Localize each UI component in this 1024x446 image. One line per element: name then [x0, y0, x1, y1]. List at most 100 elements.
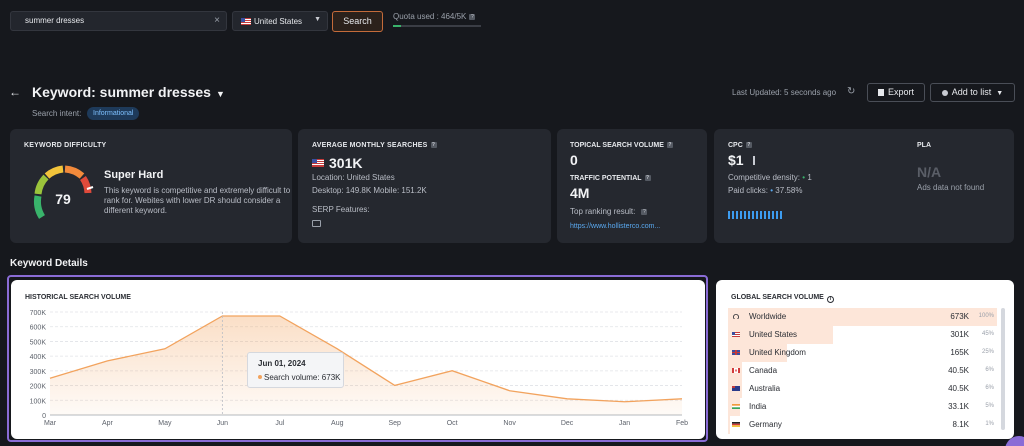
plus-circle-icon: [941, 89, 948, 96]
page-title[interactable]: Keyword: summer dresses ▼: [32, 84, 225, 100]
clear-icon[interactable]: ×: [214, 15, 220, 26]
pla-value: N/A: [917, 164, 942, 180]
country-share: 5%: [985, 403, 994, 409]
x-tick-label: Dec: [561, 420, 574, 427]
historical-volume-card: HISTORICAL SEARCH VOLUME 0 100K 200K 300K 40…: [11, 280, 705, 439]
country-share: 6%: [985, 385, 994, 391]
search-input[interactable]: summer dresses ×: [10, 11, 227, 31]
country-volume: 8.1K: [952, 420, 969, 429]
ams-value: 301K: [312, 155, 362, 171]
cpc-value: $1: [728, 152, 744, 168]
page-title-text: Keyword: summer dresses: [32, 84, 211, 100]
country-row[interactable]: Canada 40.5K 6%: [728, 362, 997, 380]
country-name: Worldwide: [749, 312, 787, 321]
country-row[interactable]: Worldwide 673K 100%: [728, 308, 997, 326]
flag-icon: [733, 314, 739, 319]
country-volume: 165K: [950, 348, 969, 357]
top-ranking-link[interactable]: https://www.hollisterco.com...: [570, 223, 661, 230]
country-volume: 40.5K: [948, 366, 969, 375]
video-icon[interactable]: [312, 220, 321, 227]
tooltip-date: Jun 01, 2024: [258, 359, 306, 368]
help-icon[interactable]: ?: [430, 142, 437, 149]
country-volume: 301K: [950, 330, 969, 339]
chevron-down-icon[interactable]: ▼: [215, 89, 225, 99]
paid-label: Paid clicks:: [728, 186, 769, 195]
country-share: 100%: [978, 313, 994, 319]
density-bars: [728, 206, 784, 219]
traffic-potential-value: 4M: [570, 185, 590, 201]
info-icon[interactable]: i: [826, 296, 834, 303]
density-dot: •: [802, 173, 806, 182]
country-share: 6%: [985, 367, 994, 373]
kd-level: Super Hard: [104, 169, 164, 181]
country-select[interactable]: United States ▼: [232, 11, 328, 31]
scrollbar[interactable]: [1001, 308, 1005, 430]
series-line: [49, 315, 683, 403]
kd-score: 79: [55, 191, 71, 207]
us-flag-icon: [312, 159, 324, 167]
country-row[interactable]: Germany 8.1K 1%: [728, 416, 997, 434]
country-share: 25%: [981, 349, 994, 355]
refresh-icon[interactable]: ↻: [847, 86, 856, 97]
country-name: India: [749, 402, 767, 411]
tooltip-value: Search volume: 673K: [258, 373, 341, 382]
flag-icon: [732, 368, 740, 373]
x-tick-label: Mar: [44, 420, 57, 427]
pla-label: PLA: [917, 142, 931, 149]
y-tick-label: 0: [42, 413, 46, 420]
x-tick-label: Oct: [447, 420, 458, 427]
ams-devices: Desktop: 149.8K Mobile: 151.2K: [312, 186, 427, 195]
country-volume: 40.5K: [948, 384, 969, 393]
serp-features-label: SERP Features:: [312, 205, 370, 214]
flag-icon: [732, 332, 740, 337]
traffic-potential-label: TRAFFIC POTENTIAL?: [570, 175, 651, 182]
help-icon[interactable]: ?: [666, 142, 673, 149]
country-row[interactable]: India 33.1K 5%: [728, 398, 997, 416]
ams-location: Location: United States: [312, 173, 395, 182]
share-bar: [728, 326, 834, 344]
x-tick-label: Jun: [217, 420, 228, 427]
paid-dot: •: [770, 186, 774, 195]
tsv-value: 0: [570, 152, 578, 168]
country-name: United States: [749, 330, 798, 339]
global-title: GLOBAL SEARCH VOLUME i: [731, 294, 834, 303]
quota-progress: [393, 25, 481, 27]
ams-title: AVERAGE MONTHLY SEARCHES?: [312, 142, 437, 149]
y-tick-label: 400K: [30, 354, 47, 361]
y-tick-label: 200K: [30, 384, 47, 391]
search-input-value[interactable]: summer dresses: [25, 16, 85, 25]
density-value: 1: [807, 173, 812, 182]
paid-value: 37.58%: [775, 186, 803, 195]
country-row[interactable]: United Kingdom 165K 25%: [728, 344, 997, 362]
paid-clicks: Paid clicks: • 37.58%: [728, 186, 802, 195]
chevron-down-icon: ▼: [314, 16, 321, 23]
quota-text: Quota used : 464/5K: [393, 12, 467, 21]
country-share: 45%: [981, 331, 994, 337]
x-tick-label: Apr: [102, 420, 114, 427]
help-icon[interactable]: ?: [644, 175, 651, 182]
country-share: 1%: [985, 421, 994, 427]
chat-bubble-button[interactable]: [1005, 436, 1024, 446]
country-row[interactable]: Australia 40.5K 6%: [728, 380, 997, 398]
difficulty-gauge: 79: [34, 165, 94, 219]
back-arrow-icon[interactable]: ←: [9, 85, 21, 99]
search-intent-label: Search intent:: [32, 109, 82, 118]
share-bar: [728, 344, 787, 362]
help-icon[interactable]: ?: [469, 13, 476, 20]
add-to-list-button[interactable]: Add to list ▼: [930, 83, 1015, 102]
topical-volume-card: TOPICAL SEARCH VOLUME? 0 TRAFFIC POTENTI…: [557, 129, 707, 243]
cpc-label: CPC?: [728, 142, 752, 149]
flag-icon: [732, 350, 740, 355]
export-button[interactable]: Export: [867, 83, 925, 102]
intent-badge: Informational: [87, 107, 140, 120]
help-icon[interactable]: ?: [745, 142, 752, 149]
series-area: [50, 315, 682, 415]
country-row[interactable]: United States 301K 45%: [728, 326, 997, 344]
kd-title: KEYWORD DIFFICULTY: [24, 142, 107, 149]
country-name: Germany: [749, 420, 782, 429]
us-flag-icon: [241, 18, 251, 25]
search-button[interactable]: Search: [332, 11, 383, 32]
historical-chart[interactable]: 0 100K 200K 300K 400K 500K 600K 700K Mar Apr May Ju…: [11, 280, 705, 439]
top-ranking-text: Top ranking result:: [570, 207, 636, 216]
help-icon[interactable]: ?: [641, 208, 648, 215]
